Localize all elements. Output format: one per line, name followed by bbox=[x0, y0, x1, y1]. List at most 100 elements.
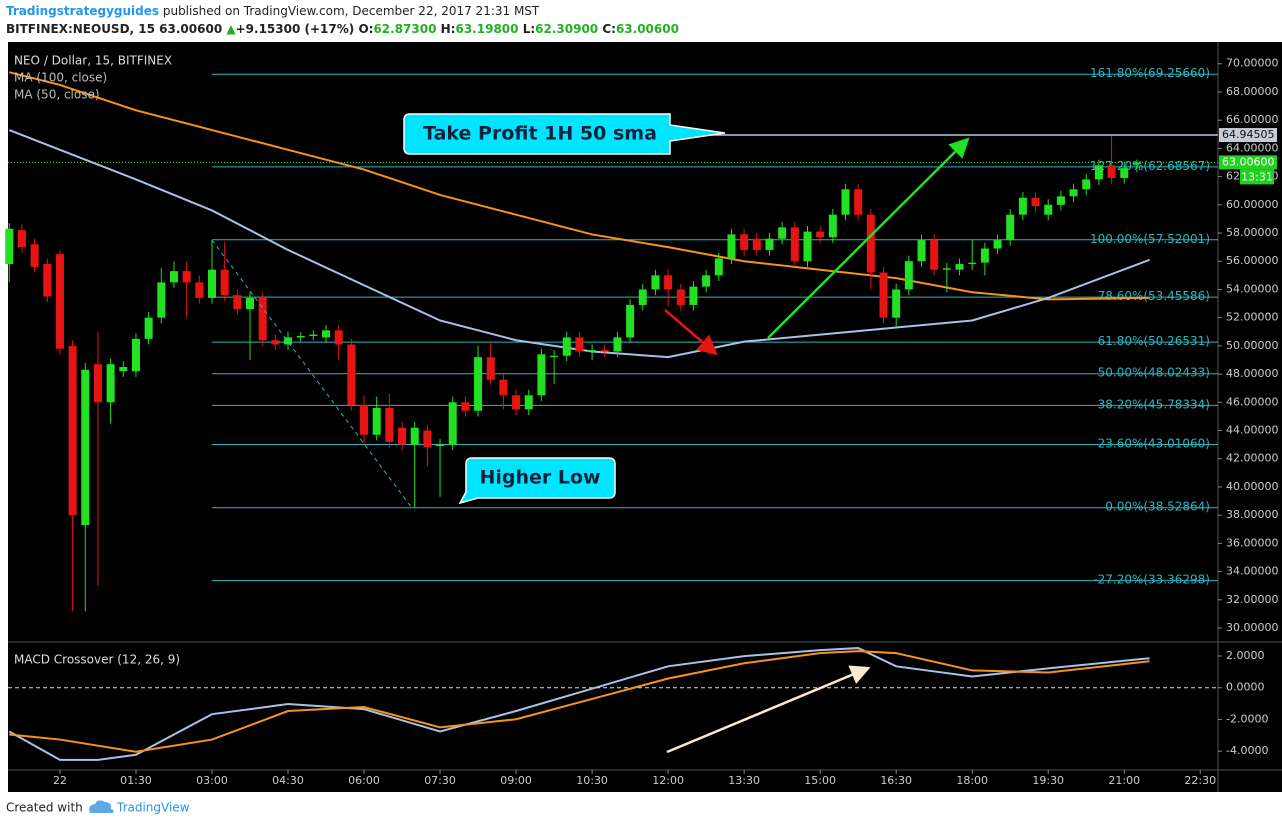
fib-label: 100.00%(57.52001) bbox=[1090, 232, 1210, 246]
x-tick-label: 13:30 bbox=[728, 774, 760, 787]
red-arrow bbox=[664, 309, 718, 356]
candle-body bbox=[866, 214, 875, 273]
change: +9.15300 (+17%) bbox=[236, 22, 355, 36]
y-tick-label: 54.00000 bbox=[1226, 282, 1279, 295]
callout-box bbox=[458, 457, 616, 505]
fib-label: 161.80%(69.25660) bbox=[1090, 66, 1210, 80]
y-tick-label: 44.00000 bbox=[1226, 424, 1279, 437]
candle-body bbox=[1069, 189, 1078, 197]
main-pane: 22 01:30 03:00 04:30 06:00 07:30 09:00 10:30 12:… bbox=[5, 57, 1279, 787]
x-tick-label: 01:30 bbox=[120, 774, 152, 787]
y-tick-label: 32.00000 bbox=[1226, 593, 1279, 606]
candle-body bbox=[1031, 197, 1040, 207]
candle-body bbox=[562, 337, 571, 356]
candle-body bbox=[1018, 197, 1027, 215]
candle-body bbox=[613, 337, 622, 352]
symbol: BITFINEX:NEOUSD, 15 bbox=[6, 22, 155, 36]
fib-label: 78.60%(53.45586) bbox=[1098, 289, 1210, 303]
y-tick-label: 56.00000 bbox=[1226, 254, 1279, 267]
x-tick-label: 12:00 bbox=[652, 774, 684, 787]
footer-text: Created with bbox=[6, 801, 83, 815]
macd-line bbox=[9, 650, 1150, 753]
x-tick-label: 04:30 bbox=[272, 774, 304, 787]
x-tick-label: 18:00 bbox=[956, 774, 988, 787]
fib-label: 38.20%(45.78334) bbox=[1098, 397, 1210, 411]
candle-body bbox=[207, 269, 216, 298]
candle-body bbox=[1044, 204, 1053, 215]
candle-body bbox=[423, 430, 432, 448]
low-value: 62.30900 bbox=[535, 22, 598, 36]
callout-box bbox=[403, 113, 726, 155]
fib-label: 127.20%(62.68567) bbox=[1090, 159, 1210, 173]
candle-body bbox=[752, 238, 761, 250]
x-tick-label: 15:00 bbox=[804, 774, 836, 787]
y-tick-label: -2.0000 bbox=[1226, 712, 1268, 725]
candle-body bbox=[803, 231, 812, 262]
y-tick-label: 2.0000 bbox=[1226, 649, 1265, 662]
callout-text: Higher Low bbox=[479, 467, 600, 489]
x-tick-label: 22:30 bbox=[1184, 774, 1216, 787]
candle-body bbox=[43, 264, 52, 297]
candle-body bbox=[296, 336, 305, 338]
candle-body bbox=[499, 379, 508, 396]
price-tag bbox=[1219, 155, 1277, 170]
close-value: 63.00600 bbox=[616, 22, 679, 36]
x-tick-label: 19:30 bbox=[1032, 774, 1064, 787]
y-tick-label: 64.00000 bbox=[1226, 141, 1279, 154]
callout-text: Take Profit 1H 50 sma bbox=[423, 123, 657, 145]
change-arrow: ▲ bbox=[226, 22, 236, 36]
candle-body bbox=[81, 369, 90, 526]
candle-body bbox=[119, 367, 128, 372]
candle-body bbox=[600, 350, 609, 352]
brand-link[interactable]: TradingView bbox=[116, 801, 190, 815]
candle-body bbox=[284, 337, 293, 345]
candle-body bbox=[942, 268, 951, 270]
candle-body bbox=[537, 354, 546, 396]
green-arrow bbox=[767, 137, 970, 339]
candle-body bbox=[955, 264, 964, 270]
candle-body bbox=[461, 402, 470, 411]
candle-body bbox=[246, 297, 254, 310]
last-price: 63.00600 bbox=[159, 22, 222, 36]
x-tick-label: 21:00 bbox=[1108, 774, 1140, 787]
candle-body bbox=[816, 231, 825, 238]
y-tick-label: 36.00000 bbox=[1226, 536, 1279, 549]
candle-body bbox=[436, 444, 445, 447]
y-tick-label: 34.00000 bbox=[1226, 565, 1279, 578]
x-tick-label: 09:00 bbox=[500, 774, 532, 787]
author-link[interactable]: Tradingstrategyguides bbox=[6, 4, 159, 18]
candle-body bbox=[638, 289, 647, 305]
candle-body bbox=[626, 304, 635, 338]
candle-body bbox=[1094, 165, 1103, 180]
candle-body bbox=[702, 275, 711, 287]
countdown: 13:31 bbox=[1241, 170, 1273, 183]
published-text: published on TradingView.com, December 2… bbox=[159, 4, 540, 18]
candle-body bbox=[309, 334, 318, 337]
candle-body bbox=[740, 234, 749, 250]
candle-body bbox=[17, 230, 26, 248]
y-tick-label: 38.00000 bbox=[1226, 508, 1279, 521]
candle-body bbox=[828, 214, 837, 238]
footer-background bbox=[0, 794, 1282, 826]
fib-label: 0.00%(38.52864) bbox=[1105, 500, 1210, 514]
candle-body bbox=[347, 344, 356, 406]
y-tick-label: 50.00000 bbox=[1226, 339, 1279, 352]
candle-body bbox=[233, 295, 242, 310]
candle-body bbox=[144, 317, 153, 339]
high-label: H: bbox=[441, 22, 456, 36]
price-tag-label: 64.94505 bbox=[1222, 128, 1275, 141]
candle-body bbox=[271, 340, 280, 345]
candle-body bbox=[689, 286, 698, 305]
fib-label: 23.60%(43.01060) bbox=[1098, 436, 1210, 450]
moving-average bbox=[8, 129, 1150, 359]
open-value: 62.87300 bbox=[373, 22, 436, 36]
chart-title: NEO / Dollar, 15, BITFINEX bbox=[14, 54, 172, 68]
macd-title: MACD Crossover (12, 26, 9) bbox=[14, 653, 180, 667]
candle-body bbox=[448, 402, 457, 445]
candle-body bbox=[968, 262, 977, 265]
y-tick-label: 40.00000 bbox=[1226, 480, 1279, 493]
candle-body bbox=[55, 254, 64, 349]
candle-body bbox=[892, 289, 901, 318]
x-tick-label: 16:30 bbox=[880, 774, 912, 787]
